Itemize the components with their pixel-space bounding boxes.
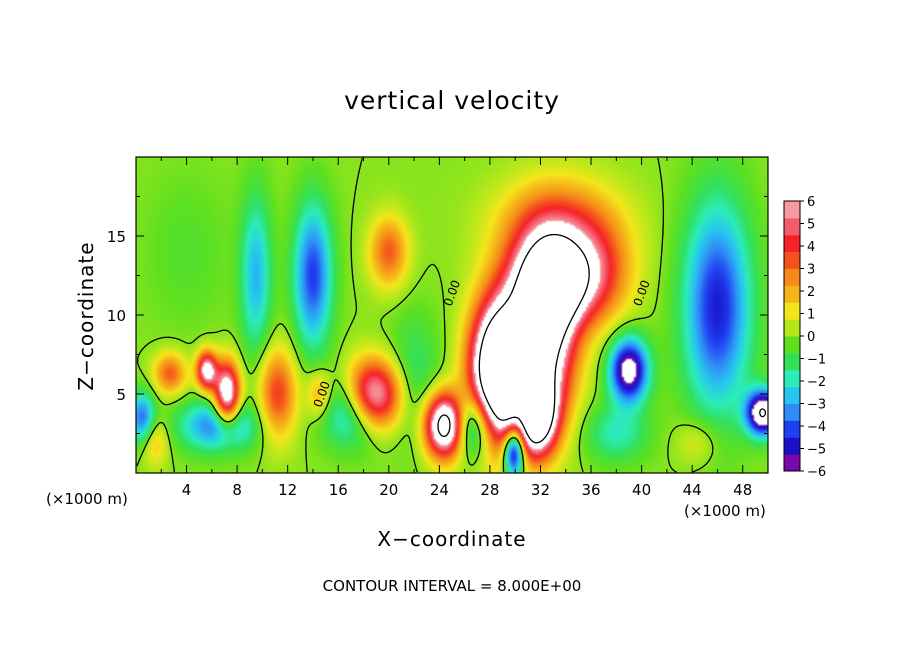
colorbar-label: 0 bbox=[807, 330, 815, 345]
colorbar-segment bbox=[784, 217, 800, 236]
x-tick-label: 36 bbox=[581, 481, 600, 499]
contour-level-pos bbox=[437, 233, 590, 444]
colorbar-label: 3 bbox=[807, 263, 815, 278]
x-unit-left: (×1000 m) bbox=[46, 490, 128, 508]
x-tick-label: 44 bbox=[683, 481, 702, 499]
velocity-field bbox=[136, 157, 768, 473]
contour-lines bbox=[136, 157, 767, 473]
colorbar-label: −6 bbox=[807, 465, 826, 480]
x-tick-label: 8 bbox=[232, 481, 242, 499]
x-tick-label: 24 bbox=[430, 481, 449, 499]
x-tick-label: 20 bbox=[379, 481, 398, 499]
colorbar-segment bbox=[784, 302, 800, 320]
x-tick-label: 28 bbox=[480, 481, 499, 499]
x-tick-label: 16 bbox=[329, 481, 348, 499]
x-unit-right: (×1000 m) bbox=[684, 502, 766, 520]
colorbar-segment bbox=[784, 420, 800, 438]
colorbar-label: 2 bbox=[807, 285, 815, 300]
x-axis-label: X−coordinate bbox=[377, 527, 527, 551]
y-tick-label: 5 bbox=[116, 386, 126, 404]
colorbar-segment bbox=[784, 319, 800, 337]
colorbar-segment bbox=[784, 454, 800, 472]
colorbar-label: −3 bbox=[807, 398, 826, 413]
colorbar-segment bbox=[784, 403, 800, 421]
x-tick-label: 48 bbox=[733, 481, 752, 499]
colorbar-segment bbox=[784, 201, 800, 219]
colorbar-segment bbox=[784, 386, 800, 404]
contour-interval-note: CONTOUR INTERVAL = 8.000E+00 bbox=[322, 577, 582, 595]
colorbar-segment bbox=[784, 352, 800, 371]
colorbar-label: 1 bbox=[807, 308, 815, 323]
colorbar-segment bbox=[784, 251, 800, 269]
colorbar-label: −2 bbox=[807, 375, 826, 390]
x-tick-label: 4 bbox=[182, 481, 192, 499]
colorbar-label: −5 bbox=[807, 443, 826, 458]
x-axis-ticks: 4 8 12 16 20 24 28 32 36 40 44 48 bbox=[160, 157, 752, 499]
colorbar: 6 5 4 3 2 1 0 −1 −2 −3 −4 −5 −6 bbox=[783, 195, 826, 480]
colorbar-segment bbox=[784, 336, 800, 354]
colorbar-segment bbox=[784, 234, 800, 253]
x-tick-label: 32 bbox=[531, 481, 550, 499]
y-tick-label: 15 bbox=[107, 228, 126, 246]
y-axis-ticks: 5 10 15 bbox=[107, 196, 768, 434]
y-tick-label: 10 bbox=[107, 307, 126, 325]
colorbar-label: 4 bbox=[807, 240, 815, 255]
contour-level-zero bbox=[136, 157, 714, 473]
colorbar-segment bbox=[784, 268, 800, 286]
colorbar-label: −4 bbox=[807, 420, 826, 435]
contour-level-neg bbox=[759, 408, 767, 418]
colorbar-label: 6 bbox=[807, 195, 815, 210]
colorbar-segment bbox=[784, 369, 800, 388]
colorbar-label: 5 bbox=[807, 218, 815, 233]
chart-title: vertical velocity bbox=[344, 86, 560, 115]
x-tick-label: 12 bbox=[278, 481, 297, 499]
colorbar-segment bbox=[784, 285, 800, 303]
y-axis-label: Z−coordinate bbox=[74, 241, 98, 391]
x-tick-label: 40 bbox=[632, 481, 651, 499]
colorbar-label: −1 bbox=[807, 353, 826, 368]
colorbar-segment bbox=[784, 437, 800, 455]
